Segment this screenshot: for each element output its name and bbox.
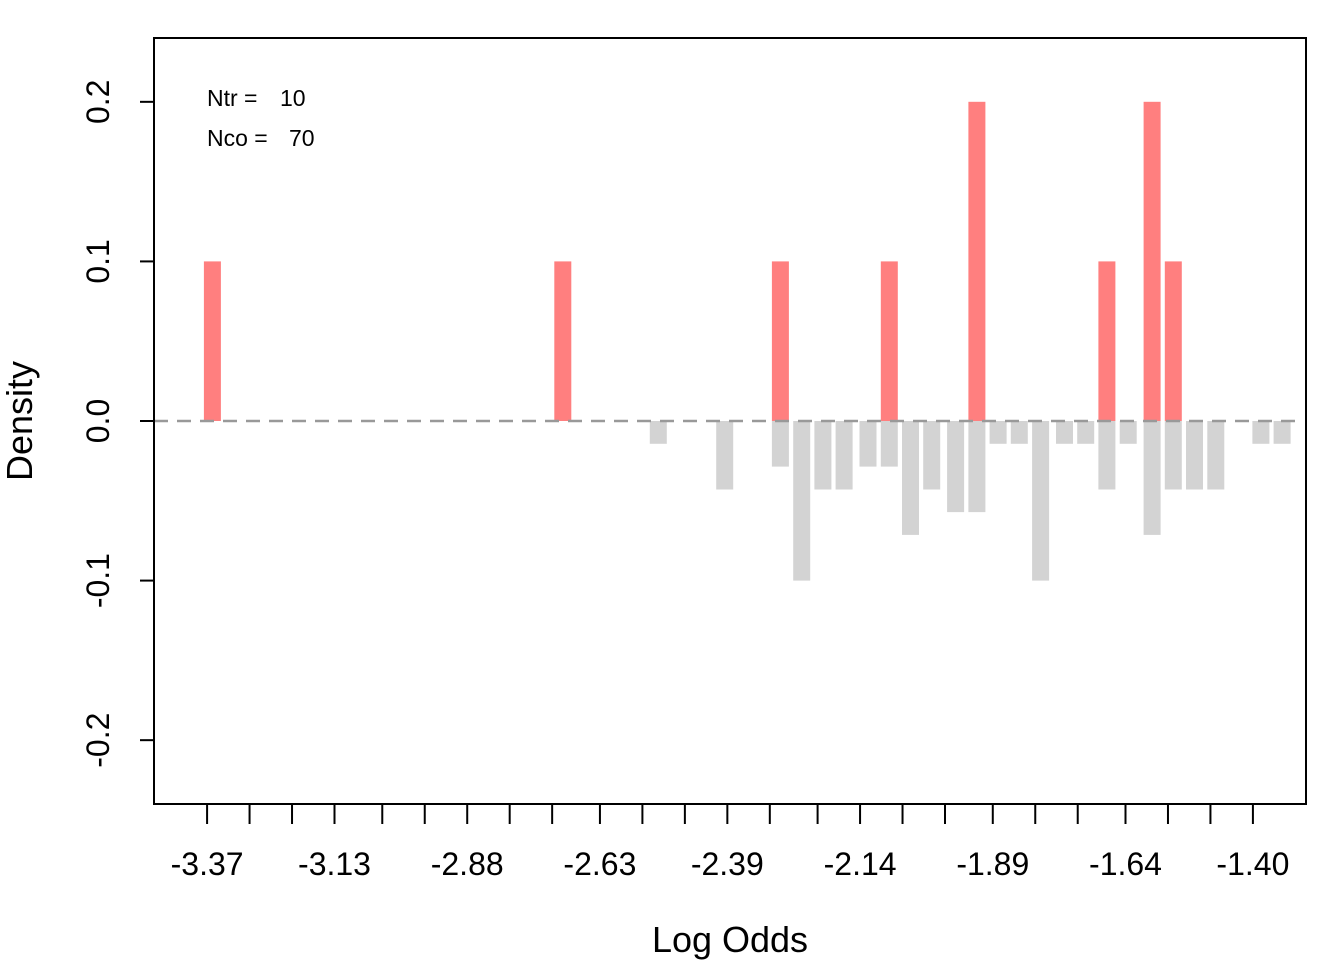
control-bar-10: [947, 421, 965, 513]
control-bar-9: [923, 421, 941, 490]
x-tick-label: -2.39: [691, 846, 764, 882]
control-bar-20: [1164, 421, 1182, 490]
x-tick-label: -2.88: [431, 846, 504, 882]
control-bar-19: [1143, 421, 1161, 535]
y-tick-label: -0.1: [80, 553, 116, 608]
control-bar-21: [1186, 421, 1203, 490]
treated-bar-0: [203, 261, 221, 421]
control-bar-22: [1207, 421, 1225, 490]
treated-bar-3: [880, 261, 898, 421]
x-axis: -3.37 -3.13 -2.88 -2.63 -2.39 -2.14 -1.89 -1.64…: [171, 803, 1289, 882]
control-bar-5: [835, 421, 853, 490]
y-tick-label: -0.2: [80, 713, 116, 768]
x-tick-label: -3.13: [298, 846, 371, 882]
y-tick-label: 0.2: [80, 80, 116, 124]
legend: Ntr = 10 Nco = 70: [207, 85, 315, 151]
x-tick-label: -1.89: [956, 846, 1029, 882]
y-tick-label: 0.1: [80, 239, 116, 283]
control-bar-1: [716, 421, 734, 490]
control-bar-24: [1273, 421, 1291, 444]
bars-layer: [203, 101, 1291, 581]
y-tick-label: 0.0: [80, 399, 116, 443]
x-tick-label: -1.40: [1216, 846, 1289, 882]
control-bar-18: [1119, 421, 1137, 444]
treated-bar-1: [554, 261, 572, 421]
control-bar-6: [859, 421, 877, 467]
control-bar-4: [814, 421, 832, 490]
x-tick-label: -3.37: [171, 846, 244, 882]
x-tick-label: -1.64: [1089, 846, 1162, 882]
x-axis-title: Log Odds: [652, 919, 808, 960]
x-tick-label: -2.63: [563, 846, 636, 882]
control-bar-0: [649, 421, 667, 444]
control-bar-13: [1010, 421, 1028, 444]
treated-bar-2: [771, 261, 789, 421]
treated-bar-7: [1164, 261, 1182, 421]
control-bar-15: [1056, 421, 1073, 444]
control-bar-11: [968, 421, 986, 513]
control-bar-14: [1032, 421, 1050, 581]
legend-nco-key: Nco =: [207, 125, 274, 151]
control-bar-16: [1077, 421, 1095, 444]
x-tick-label: -2.14: [824, 846, 897, 882]
control-bar-2: [771, 421, 789, 467]
y-axis: -0.2 -0.1 0.0 0.1 0.2: [80, 80, 155, 768]
treated-bar-5: [1098, 261, 1116, 421]
legend-ntr-key: Ntr =: [207, 85, 264, 111]
control-bar-17: [1098, 421, 1116, 490]
control-bar-8: [902, 421, 919, 535]
control-bar-7: [880, 421, 898, 467]
control-bar-12: [989, 421, 1007, 444]
treated-bar-6: [1143, 101, 1161, 422]
control-bar-3: [793, 421, 811, 581]
control-bar-23: [1252, 421, 1270, 444]
treated-bar-4: [968, 101, 986, 422]
y-axis-title: Density: [0, 361, 40, 481]
legend-ntr-value: 10: [280, 85, 306, 111]
legend-nco-value: 70: [289, 125, 315, 151]
